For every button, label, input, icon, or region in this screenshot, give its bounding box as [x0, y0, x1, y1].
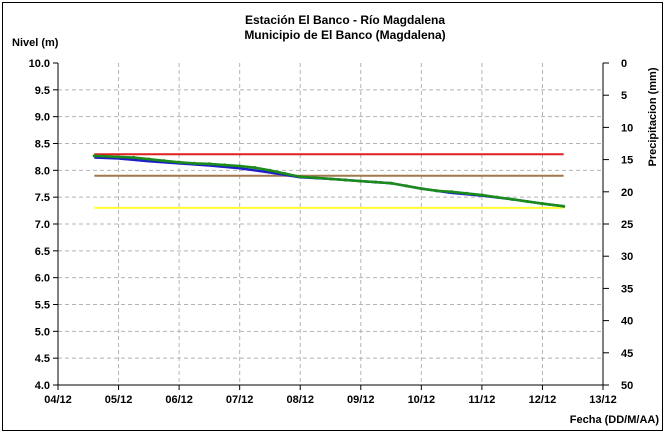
y-tick-label: 7.5	[35, 192, 50, 204]
series-2-point	[283, 171, 287, 176]
y2-tick-label: 50	[621, 380, 633, 392]
y2-tick-label: 20	[621, 187, 633, 199]
series-2-point	[222, 163, 227, 167]
y2-tick-label: 40	[621, 316, 633, 328]
x-tick-label: 04/12	[44, 394, 72, 406]
y-tick-label: 7.0	[35, 219, 50, 231]
y-tick-label: 4.0	[35, 380, 50, 392]
y2-tick-label: 30	[621, 251, 633, 263]
tick-labels: 10.0 9.5 9.0 8.5 8.0 7.5 7.0 6.5 6.0 5.5 5.0 4.5 4.0…	[29, 58, 634, 406]
y-tick-label: 6.0	[35, 273, 50, 285]
x-tick-label: 09/12	[347, 394, 375, 406]
series-2-point	[525, 199, 529, 204]
axes	[53, 62, 609, 390]
series-2-point	[177, 160, 181, 164]
y-axis-label: Nivel (m)	[12, 37, 59, 49]
chart-title: Estación El Banco - Río Magdalena	[245, 13, 445, 27]
series-2-point	[268, 168, 272, 172]
series-2-point	[389, 181, 393, 185]
x-tick-label: 05/12	[105, 394, 133, 406]
x-tick-label: 13/12	[589, 394, 617, 406]
y2-tick-label: 5	[621, 90, 627, 102]
series-2-point	[374, 180, 378, 184]
series-2-point	[207, 162, 211, 166]
series-2-point	[450, 190, 454, 194]
y-tick-label: 8.5	[35, 139, 50, 151]
x-tick-label: 06/12	[165, 394, 193, 406]
series-2-point	[344, 178, 348, 182]
gridlines	[58, 63, 603, 385]
series-2-point	[298, 175, 302, 179]
y-tick-label: 4.5	[35, 353, 50, 365]
x-tick-label: 12/12	[529, 394, 557, 406]
y2-tick-label: 15	[621, 155, 633, 167]
y2-tick-label: 10	[621, 122, 633, 134]
y2-tick-label: 25	[621, 219, 633, 231]
series-2-point	[404, 184, 408, 188]
series-2-point	[147, 157, 151, 161]
y-tick-label: 6.5	[35, 246, 50, 258]
x-tick-label: 11/12	[468, 394, 495, 406]
series-2-point	[132, 155, 136, 160]
series-2-point	[540, 202, 545, 206]
series-2-point	[419, 186, 423, 191]
threshold-lines	[94, 153, 564, 209]
series-lines	[92, 154, 566, 208]
series-2-point	[562, 204, 566, 208]
series-2-point	[495, 195, 499, 199]
y2-axis-label: Precipitacion (mm)	[647, 67, 659, 166]
chart-subtitle: Municipio de El Banco (Magdalena)	[244, 28, 445, 42]
series-2-point	[162, 159, 166, 163]
series-2-point	[510, 197, 514, 201]
series-2-point	[92, 154, 96, 158]
y-tick-label: 8.0	[35, 165, 50, 177]
y2-tick-label: 35	[621, 283, 633, 295]
x-axis-label: Fecha (DD/M/AA)	[570, 414, 660, 426]
y2-tick-label: 45	[621, 348, 633, 360]
series-2-point	[253, 166, 257, 170]
series-2-point	[328, 177, 333, 181]
y2-tick-label: 0	[621, 58, 627, 70]
x-tick-label: 07/12	[226, 394, 254, 406]
series-2-point	[480, 193, 484, 197]
x-tick-label: 08/12	[286, 394, 314, 406]
x-tick-label: 10/12	[408, 394, 436, 406]
series-2-point	[465, 191, 469, 196]
series-2-point	[116, 155, 121, 159]
series-2-point	[434, 189, 439, 193]
y-tick-label: 9.5	[35, 85, 50, 97]
series-2-point	[313, 176, 317, 180]
y-tick-label: 10.0	[29, 58, 50, 70]
y-tick-label: 5.0	[35, 326, 50, 338]
series-2-point	[238, 164, 242, 168]
series-2-point	[192, 161, 196, 165]
series-line-1	[94, 156, 564, 208]
y-tick-label: 9.0	[35, 112, 50, 124]
y-tick-label: 5.5	[35, 300, 50, 312]
series-2-point	[359, 179, 363, 183]
